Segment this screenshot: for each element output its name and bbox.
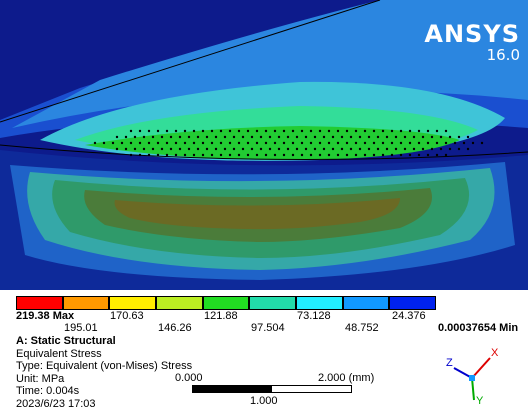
triad-z-label: Z	[446, 357, 453, 369]
legend-label: 48.752	[345, 322, 379, 334]
legend-min-label: 0.00037654 Min	[438, 322, 519, 334]
legend-max-label: 219.38 Max	[16, 310, 75, 322]
legend-label: 195.01	[64, 322, 98, 334]
scale-bar	[192, 385, 352, 393]
triad-y-label: Y	[476, 395, 484, 406]
legend-color-swatch	[62, 296, 110, 310]
legend-color-swatch	[156, 296, 203, 310]
scale-right-label: 2.000 (mm)	[318, 372, 375, 384]
analysis-title: A: Static Structural	[16, 335, 116, 347]
result-date: 2023/6/23 17:03	[16, 397, 96, 410]
model-viewport[interactable]: ANSYS 16.0	[0, 0, 528, 290]
ansys-logo-text: ANSYS	[424, 20, 520, 48]
result-unit: Unit: MPa	[16, 372, 65, 385]
axis-triad-icon[interactable]: X Y Z	[444, 344, 504, 407]
legend-label: 73.128	[297, 310, 331, 322]
legend-color-swatch	[296, 296, 343, 310]
scale-mid-label: 1.000	[250, 395, 278, 407]
stress-contour-plot	[0, 0, 528, 290]
ansys-version: 16.0	[486, 46, 520, 64]
legend-label: 121.88	[204, 310, 238, 322]
legend-color-swatch	[249, 296, 297, 310]
result-name: Equivalent Stress	[16, 347, 102, 360]
legend-color-swatch	[342, 296, 390, 310]
result-time: Time: 0.004s	[16, 385, 80, 397]
legend-color-swatch	[109, 296, 157, 310]
contour-legend	[16, 296, 437, 310]
triad-x-label: X	[491, 347, 499, 359]
scale-left-label: 0.000	[175, 372, 203, 384]
legend-label: 146.26	[158, 322, 192, 334]
legend-color-swatch	[202, 296, 250, 310]
legend-label: 24.376	[392, 310, 426, 322]
legend-label: 97.504	[251, 322, 285, 334]
result-info: A: Static Structural Equivalent Stress T…	[16, 335, 192, 410]
legend-label: 170.63	[110, 310, 144, 322]
result-type: Type: Equivalent (von-Mises) Stress	[16, 360, 193, 372]
legend-color-swatch	[16, 296, 63, 310]
ansys-brand: ANSYS 16.0	[424, 22, 520, 63]
legend-color-swatch	[389, 296, 437, 310]
